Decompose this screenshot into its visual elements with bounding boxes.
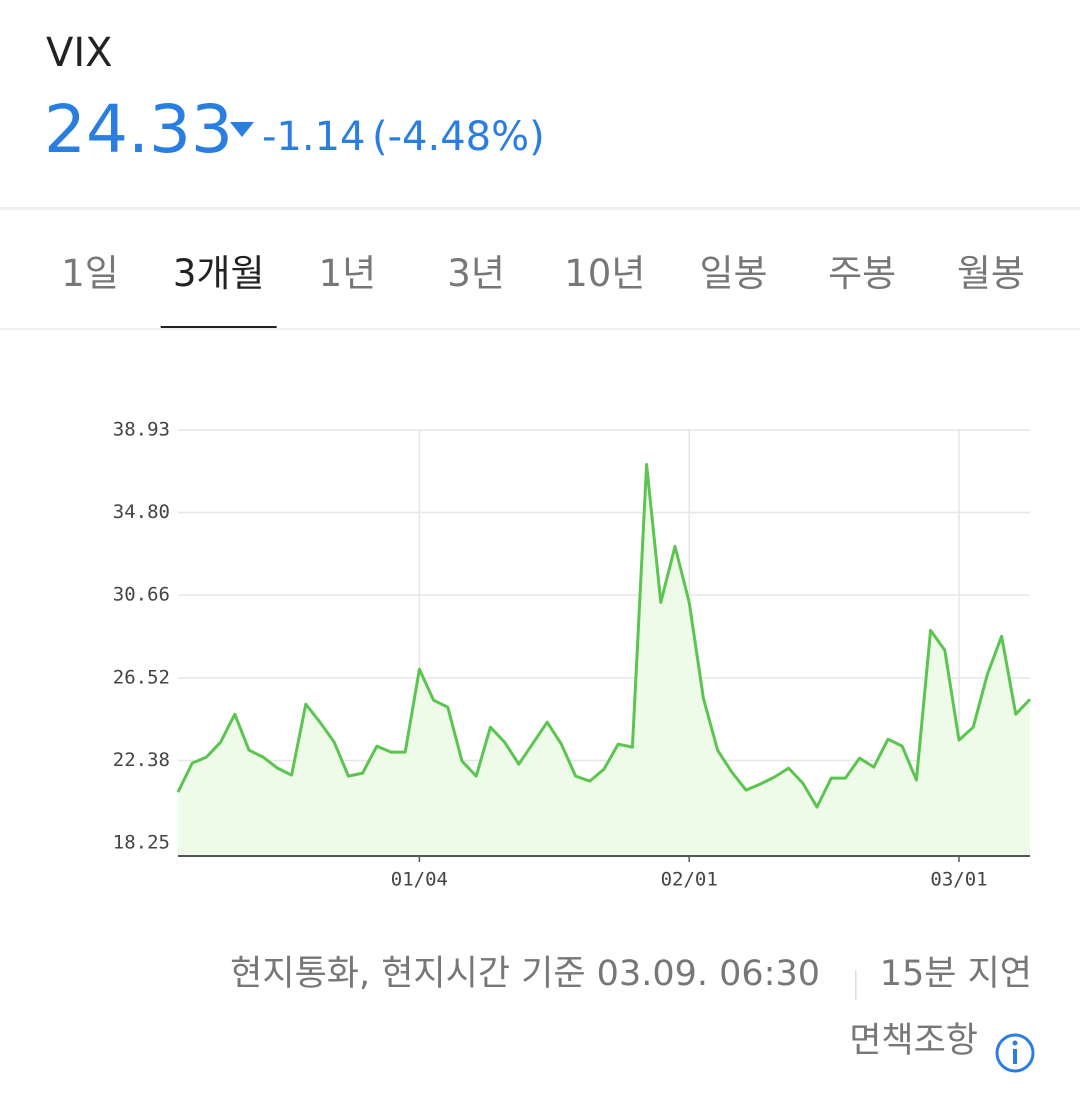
tab[interactable]: 주봉 — [828, 252, 896, 295]
tab[interactable]: 1년 — [319, 252, 377, 295]
x-tick-label: 03/01 — [930, 869, 987, 891]
y-tick-label: 34.80 — [113, 501, 170, 523]
tab[interactable]: 10년 — [564, 252, 645, 295]
change: -1.14 — [262, 114, 366, 160]
basis: 현지통화, 현지시간 기준 03.09. 06:30 — [230, 954, 820, 994]
change-pct: (-4.48%) — [372, 114, 545, 160]
line — [176, 463, 1032, 809]
divider — [0, 328, 1080, 330]
disclaimer[interactable]: 면책조항 — [849, 1021, 978, 1061]
info-icon[interactable] — [995, 1033, 1035, 1073]
y-tick-label: 26.52 — [113, 666, 170, 688]
chart: 18.25 22.38 26.52 30.66 34.80 38.93 01/04 02/01… — [113, 419, 1032, 891]
down-arrow — [230, 122, 254, 137]
tab[interactable]: 1일 — [61, 252, 119, 295]
tabs: 1일 3개월 1년 3년 10년 일봉 주봉 월봉 — [61, 252, 1025, 329]
tab[interactable]: 일봉 — [699, 252, 767, 295]
y-tick-label: 38.93 — [113, 419, 170, 441]
x-tick-label: 02/01 — [661, 869, 718, 891]
tab[interactable]: 3년 — [447, 252, 505, 295]
symbol: VIX — [46, 30, 113, 76]
separator — [855, 970, 857, 1000]
tab[interactable]: 월봉 — [957, 252, 1025, 295]
y-tick-label: 30.66 — [113, 584, 170, 606]
price: 24.33 — [44, 91, 233, 168]
tab-underline — [160, 326, 277, 329]
divider — [0, 207, 1080, 210]
y-tick-label: 22.38 — [113, 749, 170, 771]
x-tick-label: 01/04 — [391, 869, 448, 891]
delay: 15분 지연 — [880, 954, 1032, 994]
area — [178, 464, 1030, 856]
tab[interactable]: 3개월 — [173, 252, 265, 295]
y-tick-label: 18.25 — [113, 832, 170, 854]
